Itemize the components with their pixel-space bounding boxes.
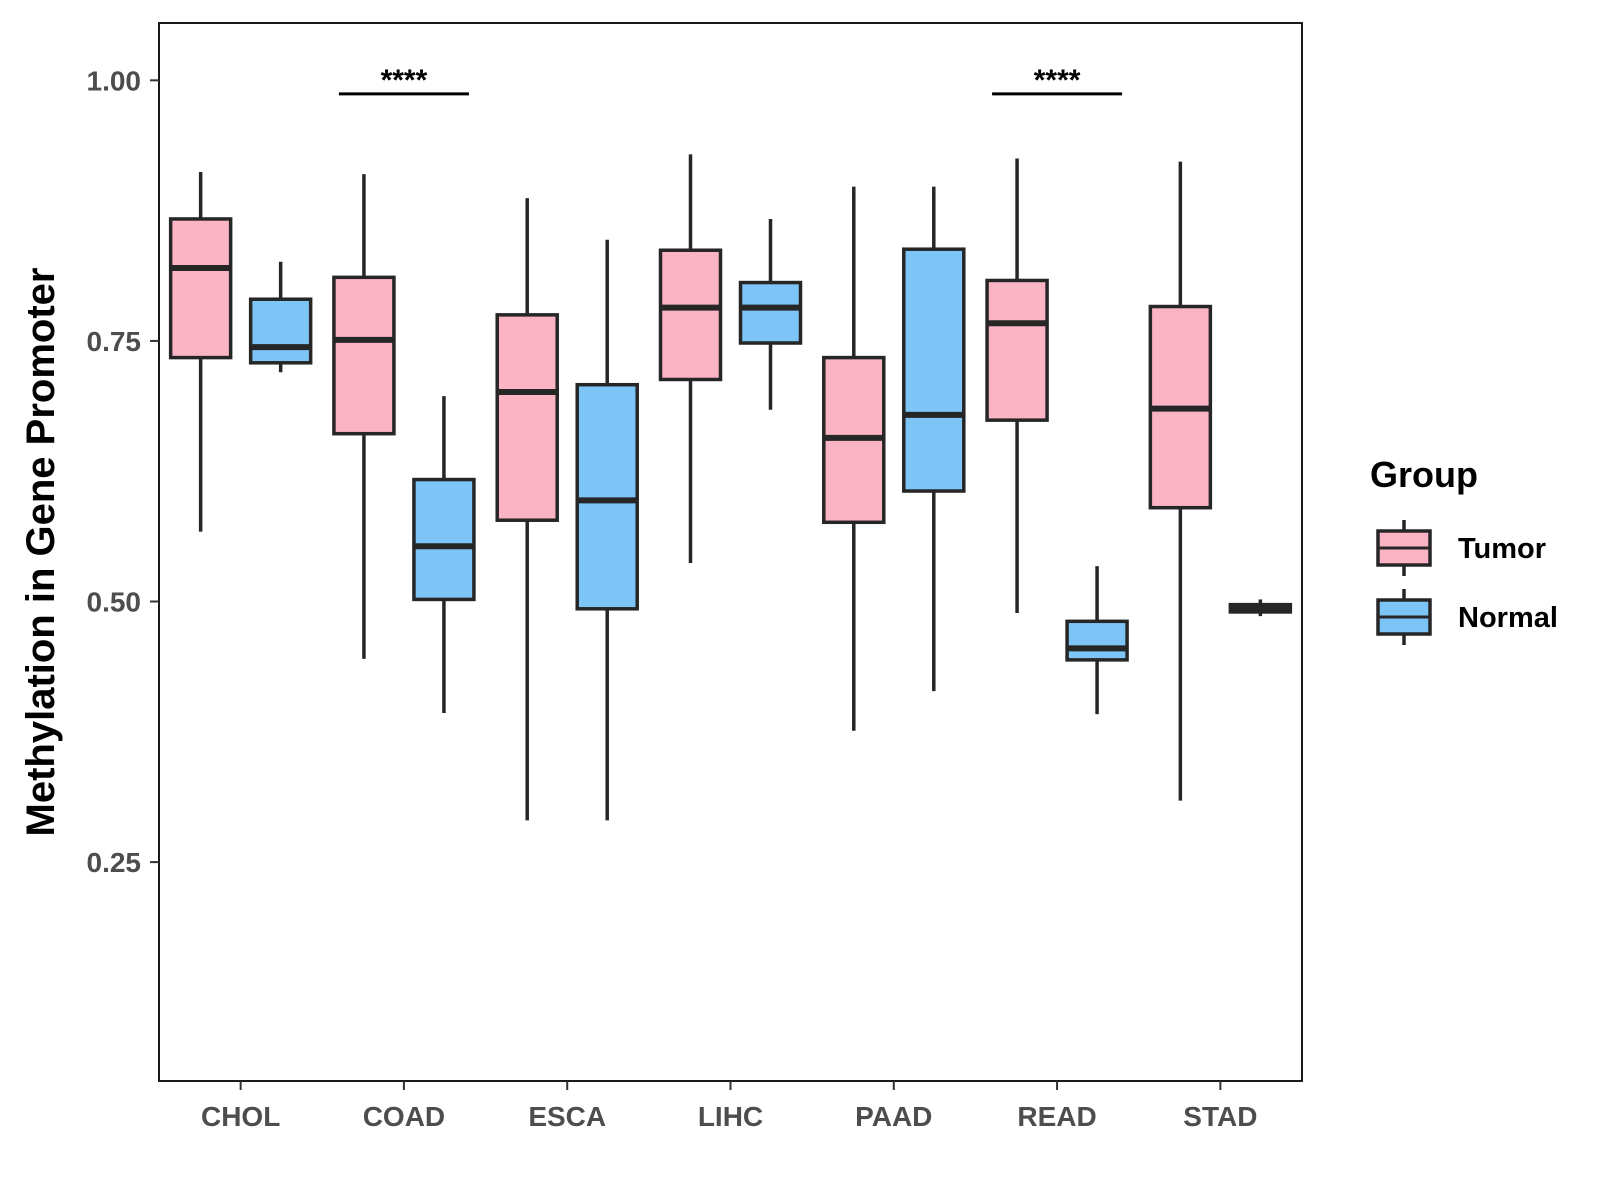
box-iqr: [985, 278, 1049, 422]
box-normal-esca: [575, 239, 639, 821]
box-iqr: [575, 382, 639, 611]
y-tick-label: 1.00: [87, 65, 142, 96]
box-iqr: [412, 477, 476, 602]
box-tumor-coad: [332, 174, 396, 659]
significance-annotations: **** ****: [338, 64, 1123, 97]
y-axis-title: Methylation in Gene Promoter: [19, 268, 63, 837]
legend-item-tumor: Tumor: [1376, 520, 1546, 576]
box-iqr: [1065, 619, 1129, 662]
box-normal-paad: [902, 186, 966, 692]
x-tick-label: READ: [1017, 1101, 1096, 1132]
significance-label: ****: [1034, 64, 1081, 97]
legend: Group Tumor Normal: [1370, 454, 1558, 645]
box-iqr: [168, 217, 233, 360]
box-tumor-read: [985, 158, 1049, 613]
legend-item-normal: Normal: [1376, 589, 1558, 645]
x-tick-label: ESCA: [528, 1101, 606, 1132]
box-tumor-chol: [168, 172, 233, 532]
x-axis: CHOL COAD ESCA LIHC PAAD READ STAD: [201, 1081, 1257, 1132]
significance-label: ****: [381, 64, 428, 97]
plot-panel: [158, 22, 1303, 1082]
box-tumor-paad: [822, 186, 886, 731]
box-series: [168, 154, 1293, 821]
x-tick-label: COAD: [363, 1101, 445, 1132]
legend-title: Group: [1370, 454, 1478, 495]
y-tick-label: 0.25: [87, 847, 142, 878]
legend-label: Normal: [1458, 602, 1558, 634]
box-tumor-stad: [1148, 161, 1213, 801]
box-iqr: [495, 313, 559, 522]
box-iqr: [658, 248, 723, 382]
box-tumor-lihc: [658, 154, 723, 563]
box-normal-stad: [1228, 599, 1293, 617]
box-normal-coad: [412, 396, 476, 714]
box-normal-read: [1065, 566, 1129, 715]
x-tick-label: STAD: [1183, 1101, 1257, 1132]
box-iqr: [248, 297, 313, 365]
x-tick-label: PAAD: [855, 1101, 932, 1132]
x-tick-label: CHOL: [201, 1101, 280, 1132]
y-tick-label: 0.75: [87, 326, 142, 357]
y-tick-label: 0.50: [87, 587, 142, 618]
box-normal-chol: [248, 261, 313, 373]
box-iqr: [332, 275, 396, 436]
box-normal-lihc: [738, 218, 803, 410]
y-axis: 0.25 0.50 0.75 1.00: [87, 65, 159, 878]
box-iqr: [902, 247, 966, 493]
x-tick-label: LIHC: [698, 1101, 763, 1132]
box-iqr: [738, 280, 803, 345]
box-tumor-esca: [495, 198, 559, 821]
legend-label: Tumor: [1458, 533, 1546, 565]
